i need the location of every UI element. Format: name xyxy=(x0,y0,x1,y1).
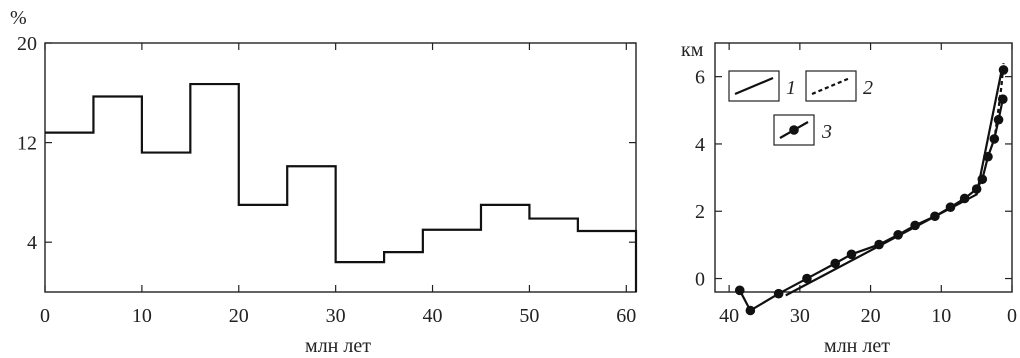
series-3-point xyxy=(745,305,756,316)
series-1-line xyxy=(785,68,1004,297)
series-3-point xyxy=(998,94,1008,104)
left-y-axis-title: % xyxy=(10,7,27,29)
series-3-line xyxy=(738,98,1004,313)
legend-label-2: 2 xyxy=(863,77,873,99)
step-series-line xyxy=(45,82,638,292)
left-y-tick-label: 4 xyxy=(27,232,37,254)
right-y-tick-label: 2 xyxy=(695,201,705,223)
right-x-tick-label: 0 xyxy=(1007,305,1017,327)
legend-marker-point xyxy=(789,125,799,135)
right-x-axis-title: млн лет xyxy=(824,335,890,357)
left-x-tick-label: 50 xyxy=(519,305,539,327)
legend-box-3 xyxy=(773,114,815,146)
series-3-point xyxy=(893,229,903,240)
legend-line-dashed xyxy=(811,76,851,96)
series-3-point xyxy=(945,202,956,213)
series-3-point xyxy=(971,184,982,194)
legend-line-solid xyxy=(734,76,774,96)
left-plot-frame xyxy=(44,42,637,293)
series-3-point xyxy=(989,134,1000,144)
right-y-tick-label: 6 xyxy=(695,67,705,89)
left-x-tick-label: 40 xyxy=(423,305,443,327)
series-3-top-point xyxy=(998,65,1009,75)
legend-label-3: 3 xyxy=(821,121,832,143)
series-3-point xyxy=(959,193,970,204)
depth-chart: 0 2 4 6 40 30 20 10 0 1 2 3 xyxy=(695,42,1017,327)
series-3-point xyxy=(874,239,884,250)
right-x-tick-label: 40 xyxy=(719,305,739,327)
left-x-tick-label: 0 xyxy=(40,305,50,327)
series-3-point xyxy=(983,151,993,162)
step-chart: 4 12 20 0 10 20 30 40 50 60 xyxy=(17,33,638,327)
left-x-tick-label: 10 xyxy=(132,305,152,327)
left-x-tick-label: 30 xyxy=(326,305,346,327)
right-y-axis-title: км xyxy=(681,39,704,61)
series-3-point xyxy=(910,220,920,231)
right-plot-frame xyxy=(714,42,1013,293)
right-y-tick-label: 0 xyxy=(695,269,705,291)
left-x-tick-label: 20 xyxy=(229,305,249,327)
legend-box-1 xyxy=(728,70,780,102)
right-x-tick-label: 20 xyxy=(861,305,881,327)
series-3-point xyxy=(930,211,940,222)
series-3-point xyxy=(977,174,988,185)
right-x-tick-label: 10 xyxy=(931,305,951,327)
series-3-point xyxy=(846,249,857,260)
series-3-point xyxy=(773,288,784,299)
series-2-line xyxy=(993,63,1005,141)
legend: 1 2 3 xyxy=(728,70,873,146)
left-y-tick-label: 12 xyxy=(17,133,37,155)
left-x-axis-title: млн лет xyxy=(305,335,371,357)
series-3-point xyxy=(830,258,841,269)
legend-label-1: 1 xyxy=(786,77,796,99)
left-y-tick-label: 20 xyxy=(17,33,37,55)
legend-box-2 xyxy=(805,70,857,102)
series-3-point xyxy=(802,273,812,284)
series-3-point xyxy=(993,114,1004,125)
left-x-tick-label: 60 xyxy=(616,305,636,327)
right-x-tick-label: 30 xyxy=(790,305,810,327)
right-y-tick-label: 4 xyxy=(695,134,705,156)
series-3-point xyxy=(734,285,745,296)
